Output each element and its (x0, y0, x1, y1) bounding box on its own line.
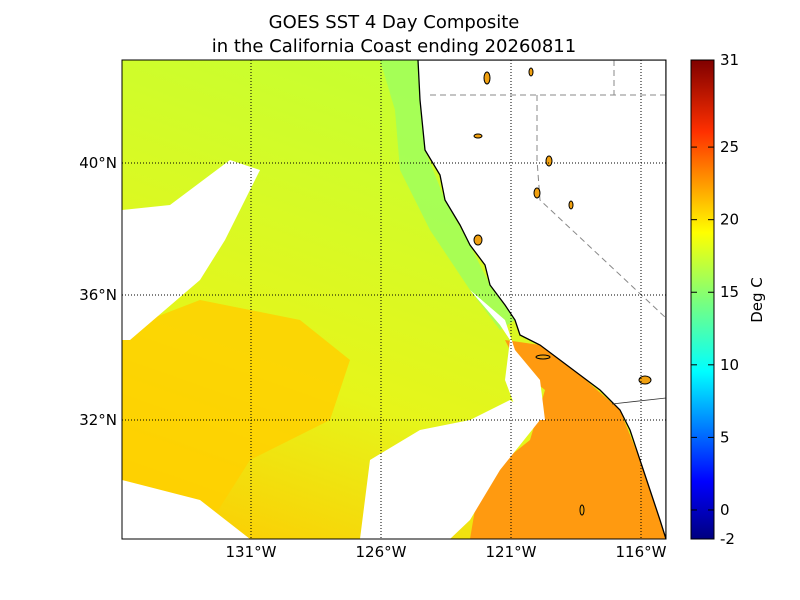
map-frame (121, 59, 667, 540)
graticule (122, 60, 666, 539)
state-border (430, 60, 666, 319)
no-data (360, 400, 540, 539)
colorbar-tick-label: 31 (720, 51, 739, 69)
colorbar-tick-label: 20 (720, 211, 739, 229)
title: GOES SST 4 Day Composite (269, 12, 520, 33)
country-border (611, 397, 666, 405)
colorbar (690, 59, 715, 540)
lon-label: 116°W (616, 543, 667, 561)
warm-water (470, 340, 666, 539)
colorbar-tick-label: 5 (720, 428, 730, 446)
colorbar-tick-label: 0 (720, 501, 730, 519)
no-data (122, 160, 260, 340)
cool-upwelling (380, 60, 515, 330)
colorbar-tick-label: -2 (720, 530, 735, 548)
lakes (473, 67, 652, 516)
subtitle: in the California Coast ending 20260811 (212, 36, 576, 57)
colorbar-tick-label: 10 (720, 356, 739, 374)
sst-field (122, 60, 666, 539)
colorbar-tick-label: 15 (720, 283, 739, 301)
colorbar-tick-label: 25 (720, 138, 739, 156)
lon-label: 126°W (356, 543, 407, 561)
land (417, 60, 666, 539)
colorbar-label: Deg C (748, 277, 766, 323)
lat-label: 32°N (79, 411, 117, 429)
no-data (122, 480, 250, 539)
lon-label: 121°W (486, 543, 537, 561)
lat-label: 36°N (79, 286, 117, 304)
lon-label: 131°W (226, 543, 277, 561)
no-data (470, 290, 545, 420)
lat-label: 40°N (79, 154, 117, 172)
